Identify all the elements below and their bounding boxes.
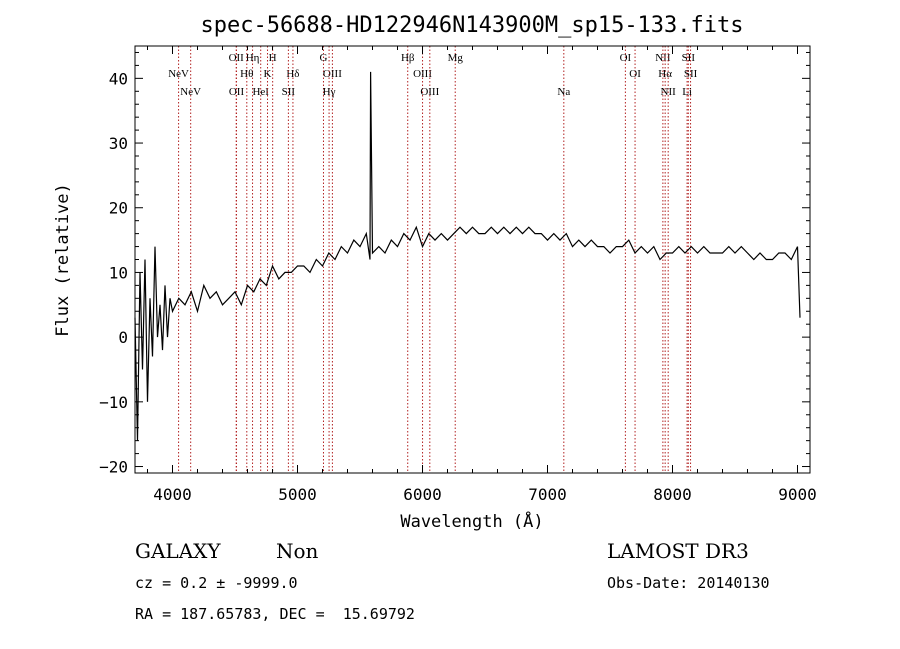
line-marker-label: Hη	[246, 52, 260, 64]
y-tick-label: 10	[109, 263, 128, 282]
line-marker-label: K	[264, 68, 272, 80]
x-tick-label: 9000	[778, 485, 817, 504]
y-tick-label: −20	[99, 458, 128, 477]
line-marker-label: SII	[682, 52, 696, 64]
x-tick-label: 5000	[278, 485, 317, 504]
line-marker-label: OII	[229, 86, 245, 98]
line-marker-label: Mg	[448, 52, 464, 64]
line-marker-label: G	[320, 52, 328, 64]
line-marker-label: OIII	[413, 68, 432, 80]
obs-date-text: Obs-Date: 20140130	[607, 574, 770, 592]
line-marker-label: HeI	[252, 86, 269, 98]
line-marker-label: OI	[620, 52, 632, 64]
line-marker-label: Hθ	[240, 68, 253, 80]
emission-line-markers: NeVNeVOIIOIIHηHθHeIHKHδSIIGOIIIHγHβOIIIO…	[168, 46, 698, 473]
line-marker-label: Hα	[658, 68, 672, 80]
x-tick-label: 8000	[653, 485, 692, 504]
line-marker-label: OIII	[323, 68, 342, 80]
y-tick-label: 30	[109, 134, 128, 153]
survey-name: LAMOST DR3	[607, 539, 749, 563]
x-axis-label: Wavelength (Å)	[400, 510, 543, 532]
line-marker-label: Li	[682, 86, 692, 98]
x-tick-label: 7000	[528, 485, 567, 504]
axes: 4000 5000 6000 7000 8000 9000 −20 −10 0 10 20 30 40	[99, 46, 817, 504]
line-marker-label: Hβ	[401, 52, 415, 64]
y-tick-label: −10	[99, 393, 128, 412]
line-marker-label: OI	[629, 68, 641, 80]
line-marker-label: SII	[282, 86, 296, 98]
plot-area	[134, 71, 801, 441]
line-marker-label: OIII	[420, 86, 439, 98]
line-marker-label: Hγ	[323, 86, 336, 98]
line-marker-label: Na	[557, 86, 570, 98]
line-marker-label: NeV	[168, 68, 189, 80]
coordinates-text: RA = 187.65783, DEC = 15.69792	[135, 605, 415, 623]
x-tick-label: 4000	[153, 485, 192, 504]
y-tick-label: 40	[109, 69, 128, 88]
y-tick-label: 20	[109, 199, 128, 218]
y-axis-label: Flux (relative)	[53, 183, 73, 337]
line-marker-label: Hδ	[286, 68, 299, 80]
chart-title: spec-56688-HD122946N143900M_sp15-133.fit…	[200, 13, 743, 38]
line-marker-label: NII	[655, 52, 671, 64]
line-marker-label: H	[269, 52, 277, 64]
line-marker-label: SII	[684, 68, 698, 80]
series-line-spectrum	[134, 71, 801, 441]
line-marker-label: NeV	[180, 86, 201, 98]
line-marker-label: NII	[661, 86, 677, 98]
x-tick-label: 6000	[403, 485, 442, 504]
object-class: GALAXY	[135, 539, 221, 563]
object-subclass: Non	[276, 539, 319, 563]
redshift-text: cz = 0.2 ± -9999.0	[135, 574, 298, 592]
y-tick-label: 0	[118, 328, 128, 347]
